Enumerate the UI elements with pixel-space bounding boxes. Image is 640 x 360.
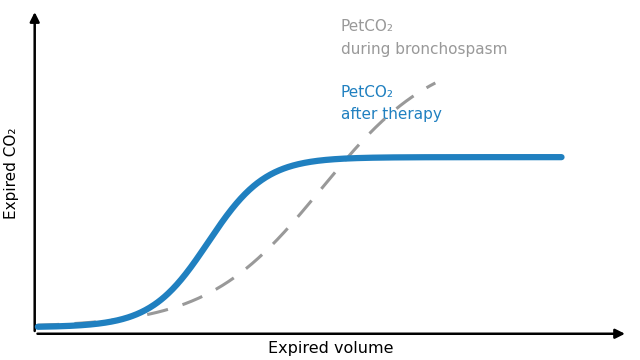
Text: Expired CO₂: Expired CO₂ (4, 127, 19, 219)
Text: after therapy: after therapy (340, 107, 442, 122)
Text: PetCO₂: PetCO₂ (340, 19, 394, 34)
Text: during bronchospasm: during bronchospasm (340, 42, 507, 57)
Text: Expired volume: Expired volume (268, 341, 394, 356)
Text: PetCO₂: PetCO₂ (340, 85, 394, 100)
